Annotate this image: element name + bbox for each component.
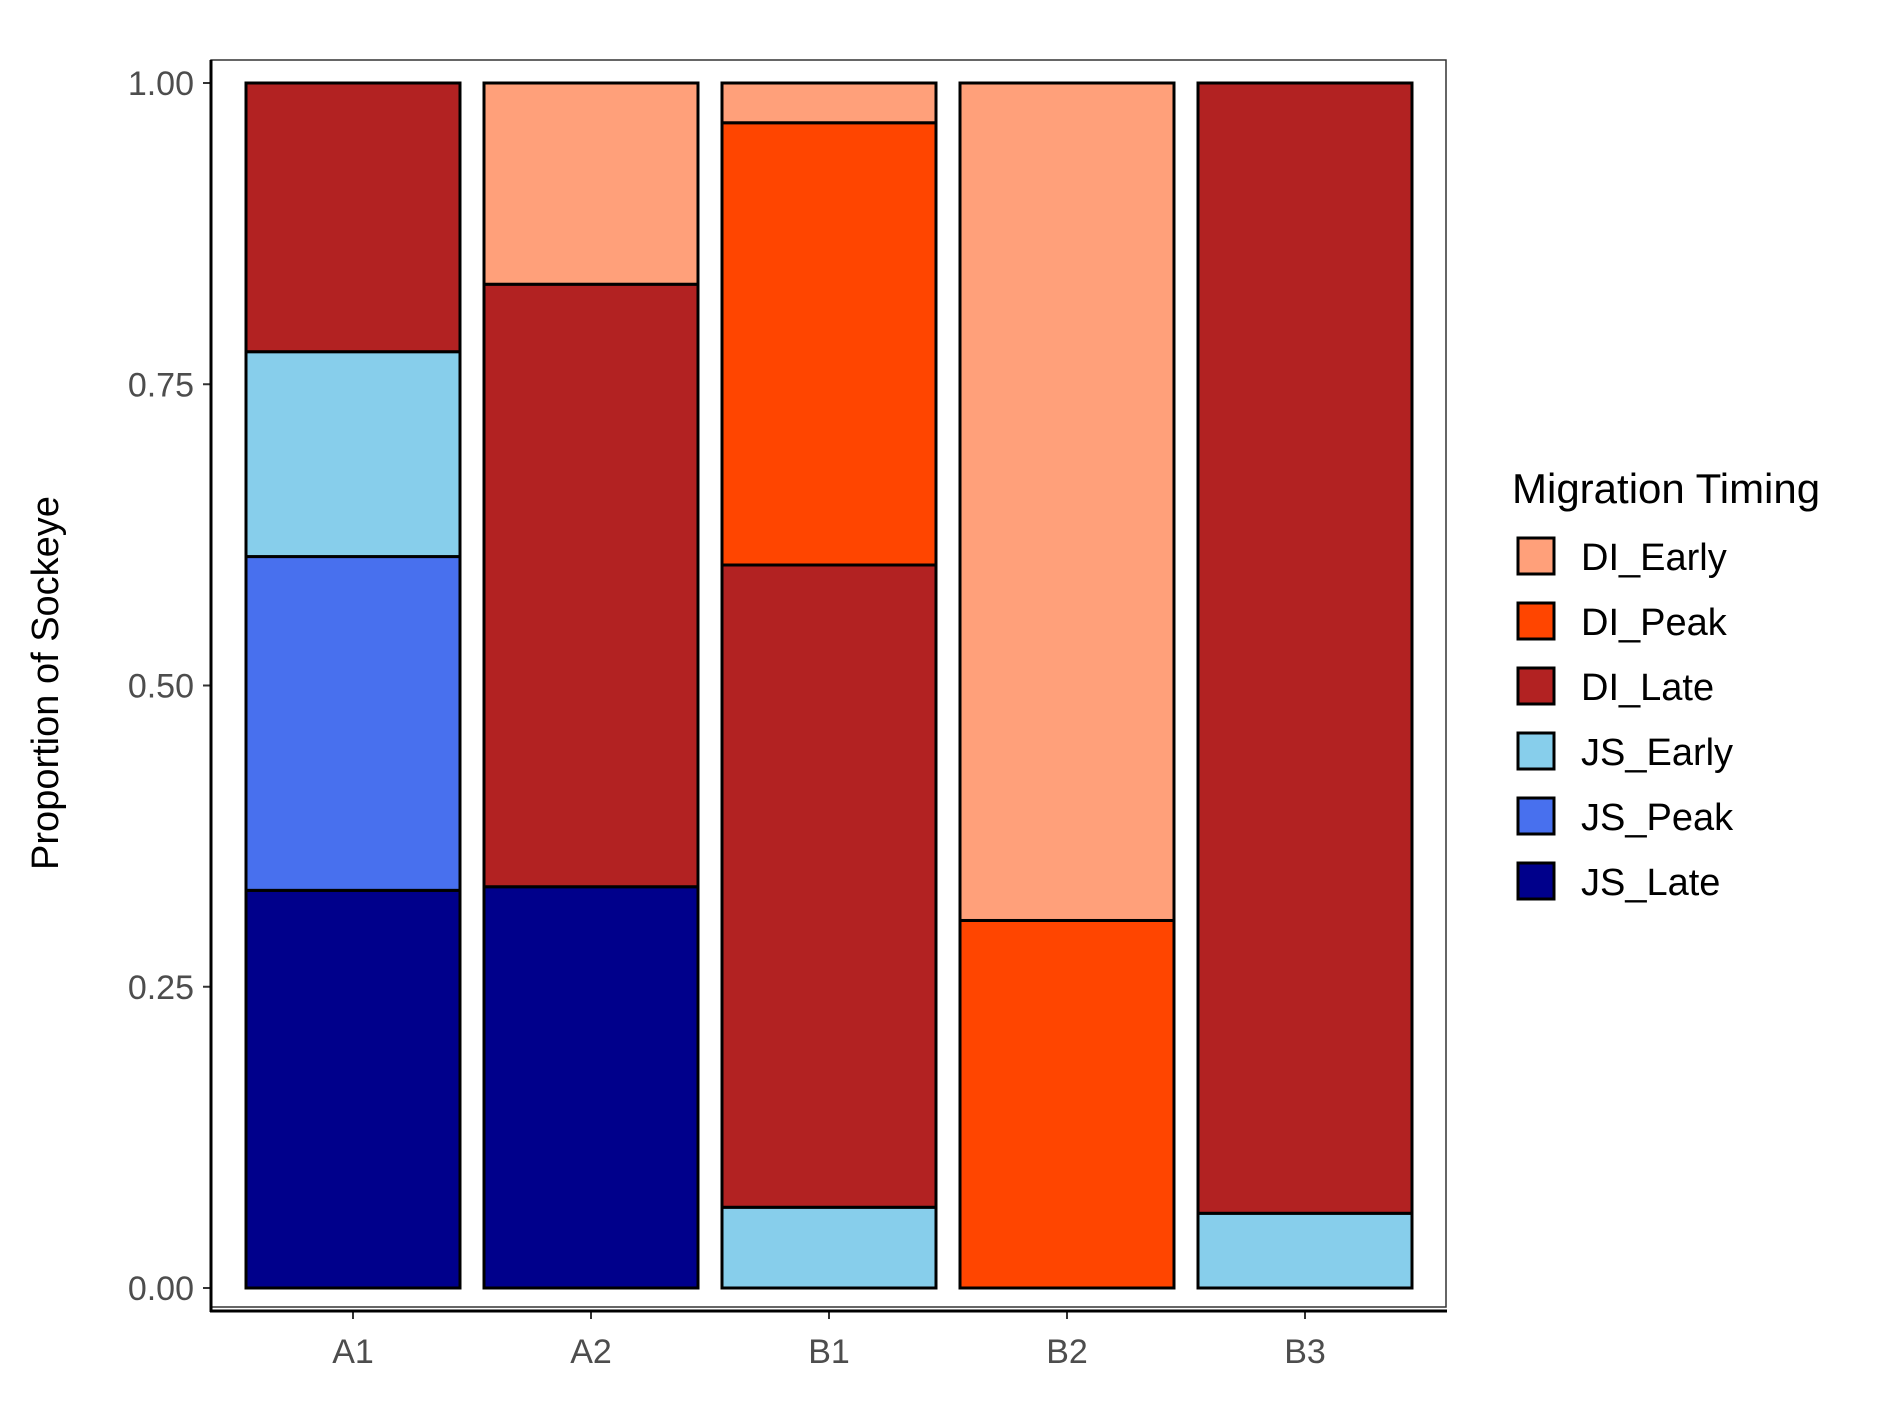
legend-label-DI_Early: DI_Early: [1581, 537, 1727, 579]
bar-segment-A1-JS_Early: [244, 350, 462, 559]
bar-segment-A2-DI_Late: [482, 282, 700, 889]
y-tick-label: 0.00: [128, 1270, 194, 1308]
y-tick-label: 1.00: [128, 65, 194, 103]
legend-key-DI_Late: [1516, 666, 1556, 706]
bar-segment-B2-DI_Early: [958, 81, 1176, 922]
bar-segment-A1-JS_Peak: [244, 555, 462, 892]
y-tick-label: 0.75: [128, 366, 194, 404]
bar-segment-B3-DI_Late: [1196, 81, 1414, 1215]
bar-segment-A2-DI_Early: [482, 81, 700, 286]
x-tick-label: B3: [1284, 1333, 1326, 1371]
legend-key-JS_Late: [1516, 861, 1556, 901]
bar-segment-A1-DI_Late: [244, 81, 462, 354]
x-tick-label: A1: [332, 1333, 374, 1371]
bar-segment-B1-DI_Early: [720, 81, 938, 125]
bar-segment-B1-DI_Late: [720, 563, 938, 1209]
legend-label-DI_Late: DI_Late: [1581, 667, 1714, 709]
x-tick-label: B1: [808, 1333, 850, 1371]
legend-title: Migration Timing: [1512, 465, 1820, 512]
legend-key-DI_Peak: [1516, 601, 1556, 641]
legend-key-DI_Early: [1516, 536, 1556, 576]
bar-segment-B3-JS_Early: [1196, 1211, 1414, 1290]
legend-label-JS_Early: JS_Early: [1581, 732, 1733, 774]
legend-label-DI_Peak: DI_Peak: [1581, 602, 1728, 644]
bar-segment-A1-JS_Late: [244, 888, 462, 1290]
x-tick-label: A2: [570, 1333, 612, 1371]
legend-key-JS_Early: [1516, 731, 1556, 771]
x-tick-label: B2: [1046, 1333, 1088, 1371]
legend-label-JS_Late: JS_Late: [1581, 862, 1720, 904]
bar-segment-B2-DI_Peak: [958, 918, 1176, 1290]
bar-segment-B1-DI_Peak: [720, 121, 938, 567]
y-axis-title: Proportion of Sockeye: [25, 496, 67, 870]
bar-segment-B1-JS_Early: [720, 1205, 938, 1290]
legend-key-JS_Peak: [1516, 796, 1556, 836]
y-tick-label: 0.25: [128, 969, 194, 1007]
legend: DI_Early DI_Peak DI_Late JS_Early JS_Peak JS_…: [1516, 536, 1734, 904]
legend-label-JS_Peak: JS_Peak: [1581, 797, 1734, 839]
bars-layer: [244, 81, 1414, 1290]
bar-segment-A2-JS_Late: [482, 885, 700, 1290]
axes-layer: A1 A2 B1 B2 B3 0.00 0.25 0.50 0.75 1.00: [128, 60, 1447, 1371]
y-tick-label: 0.50: [128, 668, 194, 706]
